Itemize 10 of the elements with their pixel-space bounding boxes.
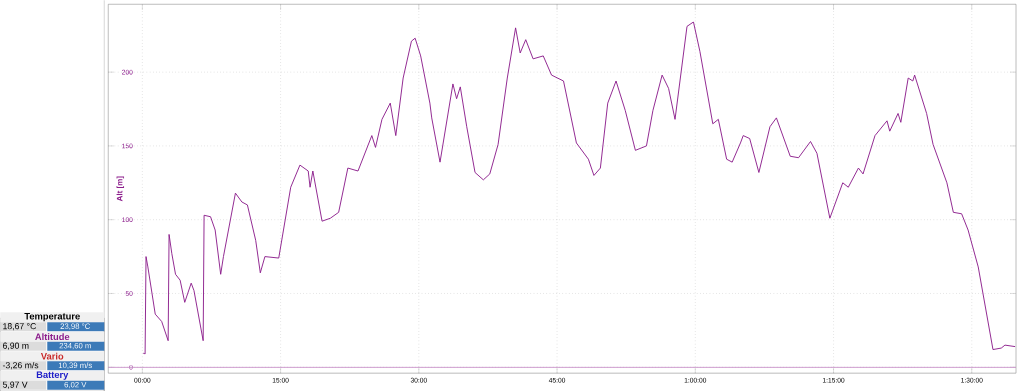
text: Altitude bbox=[35, 333, 70, 340]
text: Vario bbox=[40, 352, 64, 360]
text: -3,26 m/s bbox=[2, 361, 39, 370]
text: Temperature bbox=[24, 312, 80, 322]
y-axis-title: Alt [m] bbox=[116, 176, 125, 201]
text: 5,97 V bbox=[2, 381, 28, 389]
text: 6,90 m bbox=[2, 342, 29, 350]
line-series bbox=[142, 21, 1016, 355]
text: Battery bbox=[36, 371, 69, 380]
text: 18,67 °C bbox=[3, 322, 36, 331]
